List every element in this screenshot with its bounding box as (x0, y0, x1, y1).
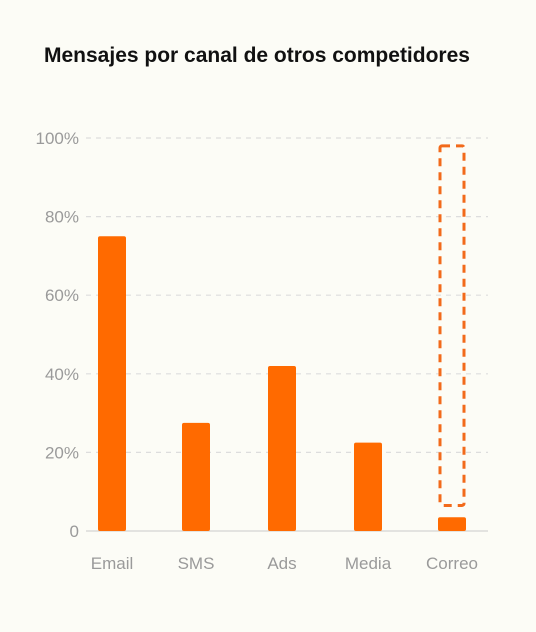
chart-title: Mensajes por canal de otros competidores (44, 44, 470, 67)
highlight-outline (438, 144, 466, 507)
bar-ads (268, 365, 296, 531)
bar-correo (438, 517, 466, 531)
bar-sms (182, 422, 210, 531)
bar-media (354, 442, 382, 531)
x-tick-label: Media (345, 554, 392, 573)
x-tick-label: Email (91, 554, 134, 573)
x-tick-label: Ads (267, 554, 296, 573)
x-tick-label: SMS (178, 554, 215, 573)
y-tick-label: 0 (70, 522, 79, 541)
y-tick-label: 80% (45, 208, 79, 227)
y-tick-label: 40% (45, 365, 79, 384)
y-tick-label: 100% (36, 129, 79, 148)
bar-email (98, 236, 126, 531)
y-tick-label: 20% (45, 443, 79, 462)
y-tick-label: 60% (45, 286, 79, 305)
x-tick-label: Correo (426, 554, 478, 573)
